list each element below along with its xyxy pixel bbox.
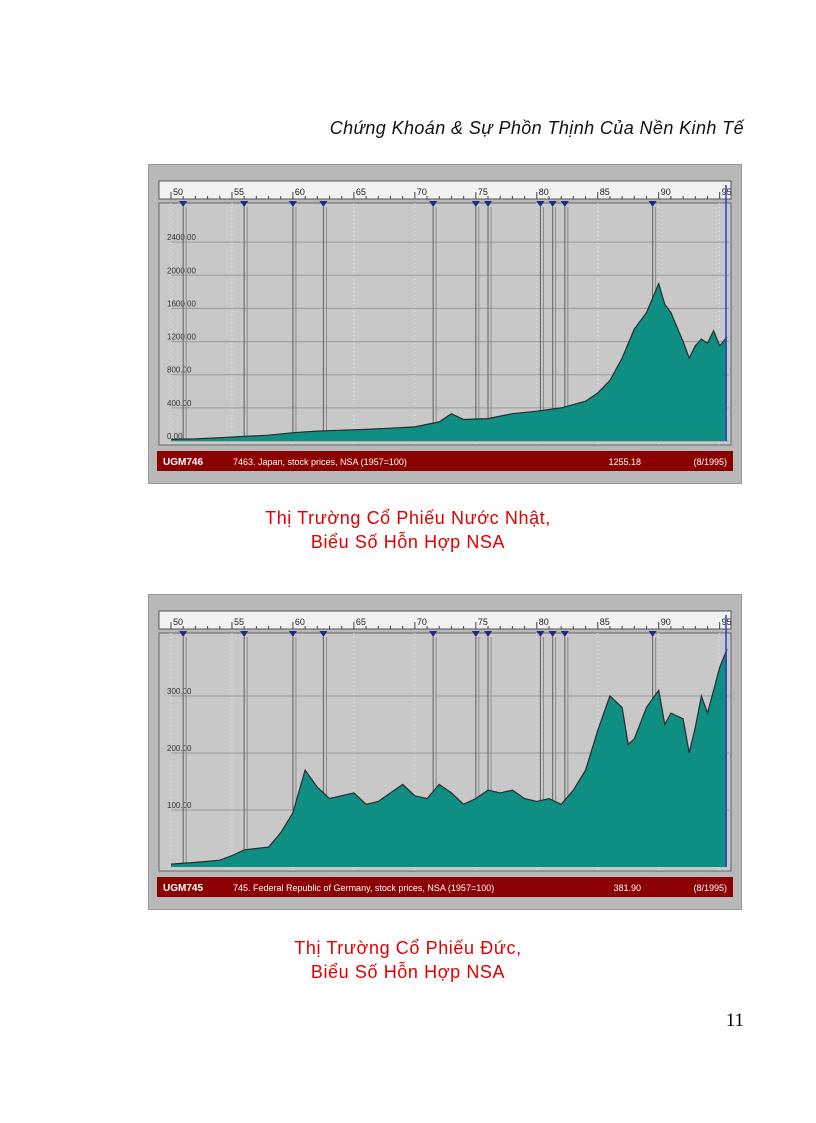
japan-series-line (170, 281, 728, 440)
germany-status-value: 381.90 (613, 883, 641, 893)
japan-x-tick-label: 50 (173, 187, 183, 197)
japan-caption-line-2: Biểu Số Hỗn Hợp NSA (310, 532, 506, 552)
germany-status-date: (8/1995) (693, 883, 727, 893)
japan-caption: Thị Trường Cổ Phiếu Nước Nhật, Biểu Số H… (0, 506, 816, 554)
germany-x-tick-label: 65 (356, 617, 366, 627)
germany-status-description: 745. Federal Republic of Germany, stock … (233, 883, 494, 893)
germany-x-tick-label: 50 (173, 617, 183, 627)
germany-signal-marker-icon (648, 631, 657, 637)
germany-chart: 50556065707580859095100.00200.00300.00UG… (157, 610, 733, 897)
germany-caption: Thị Trường Cổ Phiếu Đức, Biểu Số Hỗn Hợp… (0, 936, 816, 984)
japan-status-code: UGM746 (163, 457, 203, 468)
page-number: 11 (725, 1010, 744, 1031)
japan-y-tick-label: 800.00 (167, 366, 192, 375)
japan-signal-marker-icon (648, 201, 657, 207)
japan-signal-marker-icon (536, 201, 545, 207)
japan-signal-marker-icon (179, 201, 188, 207)
japan-y-tick-label: 1200.00 (167, 333, 196, 342)
japan-chart-panel: 505560657075808590950.00400.00800.001200… (148, 164, 742, 484)
germany-x-tick-label: 80 (539, 617, 549, 627)
germany-x-tick-label: 60 (295, 617, 305, 627)
germany-y-tick-label: 200.00 (167, 744, 192, 753)
germany-signal-marker-icon (560, 631, 569, 637)
japan-signal-marker-icon (288, 201, 297, 207)
japan-year-ruler (158, 180, 732, 200)
japan-signal-marker-icon (319, 201, 328, 207)
germany-signal-marker-icon (429, 631, 438, 637)
germany-status-code: UGM745 (163, 883, 203, 894)
germany-signal-marker-icon (179, 631, 188, 637)
germany-x-tick-label: 55 (234, 617, 244, 627)
germany-x-tick-label: 70 (417, 617, 427, 627)
japan-status-description: 7463. Japan, stock prices, NSA (1957=100… (233, 457, 407, 467)
japan-signal-marker-icon (240, 201, 249, 207)
germany-y-tick-label: 100.00 (167, 801, 192, 810)
germany-year-ruler (158, 610, 732, 630)
japan-x-tick-label: 65 (356, 187, 366, 197)
japan-signal-marker-icon (484, 201, 493, 207)
japan-x-tick-label: 85 (600, 187, 610, 197)
japan-x-tick-label: 70 (417, 187, 427, 197)
japan-status-date: (8/1995) (693, 457, 727, 467)
germany-x-tick-label: 85 (600, 617, 610, 627)
japan-chart: 505560657075808590950.00400.00800.001200… (157, 180, 733, 471)
germany-signal-marker-icon (240, 631, 249, 637)
japan-status-bar (157, 451, 733, 471)
japan-signal-marker-icon (548, 201, 557, 207)
japan-x-tick-label: 55 (234, 187, 244, 197)
japan-x-tick-label: 60 (295, 187, 305, 197)
germany-signal-marker-icon (288, 631, 297, 637)
japan-y-tick-label: 0.00 (167, 432, 183, 441)
japan-x-tick-label: 80 (539, 187, 549, 197)
germany-x-tick-label: 75 (478, 617, 488, 627)
germany-series-line (170, 649, 728, 865)
japan-series-area (171, 283, 727, 441)
page-header: Chứng Khoán & Sự Phồn Thịnh Của Nền Kinh… (329, 118, 744, 138)
germany-signal-marker-icon (536, 631, 545, 637)
japan-y-tick-label: 400.00 (167, 399, 192, 408)
germany-signal-marker-icon (548, 631, 557, 637)
germany-chart-panel: 50556065707580859095100.00200.00300.00UG… (148, 594, 742, 910)
germany-y-tick-label: 300.00 (167, 687, 192, 696)
japan-y-tick-label: 2400.00 (167, 233, 196, 242)
japan-x-tick-label: 90 (661, 187, 671, 197)
germany-x-tick-label: 90 (661, 617, 671, 627)
japan-y-tick-label: 1600.00 (167, 299, 196, 308)
germany-status-bar (157, 877, 733, 897)
japan-signal-marker-icon (429, 201, 438, 207)
germany-signal-marker-icon (484, 631, 493, 637)
japan-status-value: 1255.18 (608, 457, 641, 467)
japan-signal-marker-icon (471, 201, 480, 207)
germany-signal-marker-icon (319, 631, 328, 637)
germany-caption-line-2: Biểu Số Hỗn Hợp NSA (310, 962, 506, 982)
japan-signal-marker-icon (560, 201, 569, 207)
japan-caption-line-1: Thị Trường Cổ Phiếu Nước Nhật, (265, 508, 551, 528)
germany-signal-marker-icon (471, 631, 480, 637)
japan-y-tick-label: 2000.00 (167, 266, 196, 275)
germany-caption-line-1: Thị Trường Cổ Phiếu Đức, (294, 938, 522, 958)
germany-series-area (171, 649, 727, 867)
japan-x-tick-label: 75 (478, 187, 488, 197)
